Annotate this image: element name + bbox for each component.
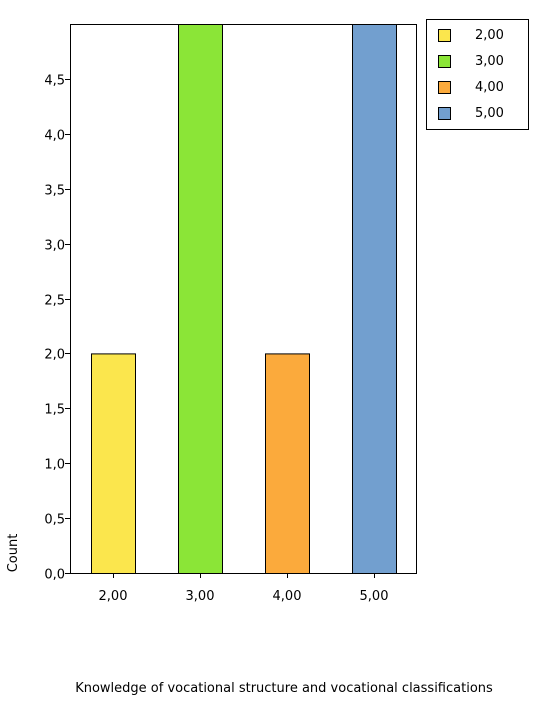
y-tick-label: 0,0 <box>44 568 65 583</box>
y-tick-label: 3,0 <box>44 239 65 254</box>
x-axis: 2,00 3,00 4,00 5,00 <box>99 573 389 604</box>
y-tick-label: 4,0 <box>44 129 65 144</box>
y-tick-label: 1,5 <box>44 403 65 418</box>
legend-swatch <box>438 55 451 68</box>
legend-label: 4,00 <box>475 80 504 95</box>
x-tick-label: 4,00 <box>273 589 302 604</box>
y-tick-label: 1,0 <box>44 458 65 473</box>
x-axis-title: Knowledge of vocational structure and vo… <box>75 681 493 696</box>
legend: 2,00 3,00 4,00 5,00 <box>426 19 529 130</box>
y-tick-label: 3,5 <box>44 184 65 199</box>
axes-layer <box>70 24 417 574</box>
bar-5-00 <box>352 24 397 574</box>
y-axis-title: Count <box>6 534 21 573</box>
legend-label: 2,00 <box>475 28 504 43</box>
legend-swatch <box>438 107 451 120</box>
bar-3-00 <box>178 24 223 574</box>
y-tick-label: 2,0 <box>44 348 65 363</box>
bar-4-00 <box>265 353 310 574</box>
y-tick-label: 4,5 <box>44 74 65 89</box>
y-tick-label: 0,5 <box>44 513 65 528</box>
y-axis: 0,0 0,5 1,0 1,5 2,0 2,5 3,0 3,5 4,0 4,5 <box>44 74 70 583</box>
x-tick-label: 5,00 <box>360 589 389 604</box>
x-tick-label: 2,00 <box>99 589 128 604</box>
legend-label: 3,00 <box>475 54 504 69</box>
legend-swatch <box>438 29 451 42</box>
legend-swatch <box>438 81 451 94</box>
y-tick-label: 2,5 <box>44 294 65 309</box>
plot-frame <box>70 24 417 574</box>
x-tick-label: 3,00 <box>186 589 215 604</box>
legend-label: 5,00 <box>475 106 504 121</box>
bars-layer <box>91 24 397 574</box>
bar-2-00 <box>91 353 136 574</box>
